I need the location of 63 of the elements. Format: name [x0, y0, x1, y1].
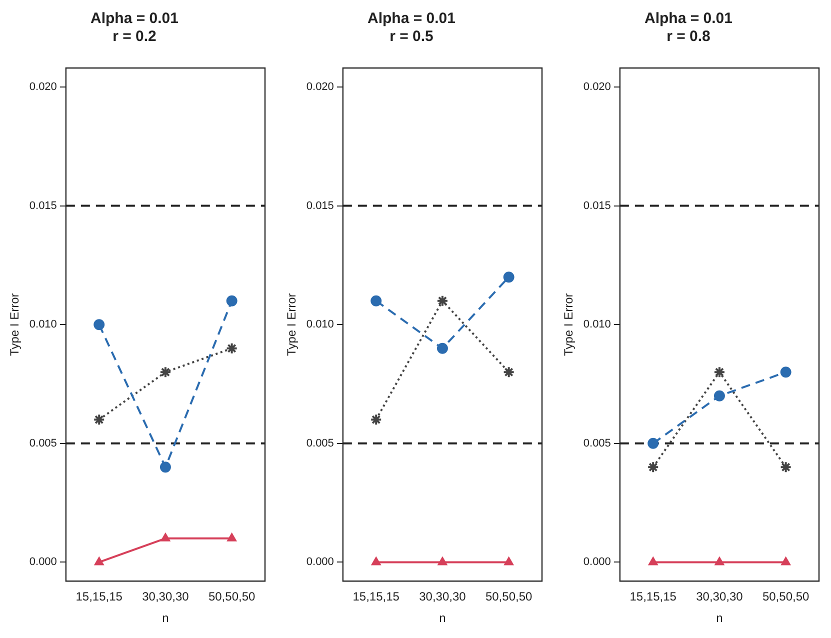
y-tick-label: 0.000 — [29, 556, 57, 568]
point — [714, 390, 725, 402]
x-tick-label: 30,30,30 — [419, 590, 466, 604]
point — [159, 366, 172, 378]
x-tick-label: 50,50,50 — [762, 590, 810, 604]
y-tick-label: 0.020 — [29, 81, 57, 94]
x-tick-label: 50,50,50 — [208, 590, 256, 604]
point — [226, 342, 238, 354]
point — [504, 556, 514, 566]
point — [94, 319, 105, 330]
point — [502, 366, 515, 378]
point — [780, 556, 791, 566]
x-axis-title: n — [716, 611, 723, 626]
point — [160, 532, 170, 542]
point — [93, 414, 106, 426]
point — [503, 272, 514, 283]
point — [714, 556, 724, 566]
x-tick-label: 15,15,15 — [630, 590, 677, 604]
y-tick-label: 0.005 — [29, 437, 57, 450]
point — [226, 532, 237, 542]
y-tick-label: 0.015 — [583, 200, 611, 212]
chart-subtitle: r = 0.8 — [666, 28, 710, 46]
chart-subtitle: r = 0.5 — [390, 28, 434, 46]
point — [371, 556, 381, 566]
y-axis-title: Type I Error — [284, 293, 299, 356]
point — [780, 366, 792, 378]
point — [370, 414, 382, 426]
y-axis-title: Type I Error — [8, 293, 22, 356]
chart-title: Alpha = 0.01 — [90, 10, 178, 28]
y-tick-label: 0.010 — [583, 318, 611, 331]
y-tick-label: 0.005 — [583, 437, 611, 450]
y-tick-label: 0.015 — [306, 200, 334, 212]
y-tick-label: 0.020 — [583, 81, 611, 94]
x-tick-label: 50,50,50 — [485, 590, 532, 604]
x-tick-label: 30,30,30 — [696, 590, 744, 604]
y-tick-label: 0.000 — [306, 556, 334, 568]
point — [438, 556, 448, 566]
point — [436, 294, 448, 307]
y-tick-label: 0.010 — [306, 318, 334, 331]
point — [226, 295, 238, 306]
y-tick-label: 0.015 — [29, 200, 57, 212]
x-tick-label: 15,15,15 — [352, 590, 400, 604]
point — [160, 462, 171, 473]
point — [94, 556, 104, 566]
point — [648, 438, 659, 449]
chart-title: Alpha = 0.01 — [368, 10, 456, 28]
point — [647, 461, 660, 474]
y-tick-label: 0.000 — [583, 556, 611, 568]
y-tick-label: 0.020 — [306, 81, 334, 94]
y-tick-label: 0.010 — [29, 318, 57, 331]
point — [436, 342, 448, 354]
y-axis-title: Type I Error — [562, 293, 576, 356]
point — [713, 366, 726, 378]
x-axis-title: n — [162, 611, 169, 626]
point — [780, 461, 792, 474]
x-axis-title: n — [439, 611, 446, 626]
chart-title: Alpha = 0.01 — [644, 10, 732, 28]
point — [648, 556, 658, 566]
x-tick-label: 30,30,30 — [142, 590, 190, 604]
point — [370, 295, 382, 306]
chart-subtitle: r = 0.2 — [112, 28, 156, 46]
y-tick-label: 0.005 — [306, 437, 334, 450]
x-tick-label: 15,15,15 — [76, 590, 123, 604]
